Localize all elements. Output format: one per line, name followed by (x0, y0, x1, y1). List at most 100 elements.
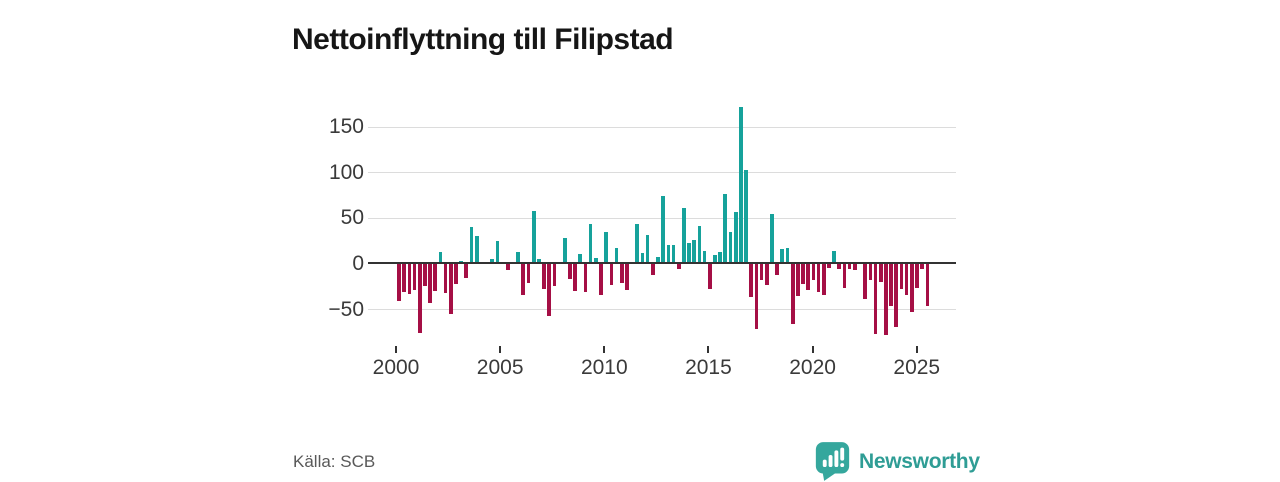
bar (635, 223, 640, 264)
bar (412, 264, 417, 291)
bar (464, 264, 469, 278)
bar (656, 256, 660, 264)
bar (474, 235, 479, 264)
x-axis-tick-mark (707, 346, 710, 353)
zero-axis-line (368, 262, 956, 264)
bar (749, 264, 754, 297)
bar (666, 244, 671, 264)
bar (852, 264, 857, 271)
y-axis-tick-label: 50 (340, 206, 364, 230)
bar (759, 264, 764, 281)
bar (428, 264, 432, 304)
bar (650, 264, 655, 275)
bar (438, 252, 443, 264)
bar (801, 264, 805, 285)
y-axis-tick-label: 150 (328, 115, 364, 138)
bar (904, 264, 909, 296)
bar (790, 264, 795, 325)
bar (645, 234, 650, 264)
bar (713, 254, 717, 264)
brand-name: Newsworthy (859, 449, 980, 473)
bar (609, 264, 614, 285)
x-axis-tick-label: 2025 (893, 356, 941, 379)
bar (614, 247, 619, 264)
newsworthy-logo: Newsworthy (814, 441, 980, 482)
bar (920, 264, 925, 270)
bar (744, 169, 748, 264)
bar (785, 247, 790, 264)
bar (671, 244, 676, 264)
bar (433, 264, 438, 292)
x-axis-tick-label: 2015 (685, 356, 732, 379)
bar (889, 264, 893, 306)
bar (619, 264, 624, 284)
bar (443, 264, 448, 294)
bar (402, 264, 407, 293)
bar (516, 252, 520, 264)
y-axis-tick-label: 0 (352, 252, 364, 275)
bar (583, 264, 588, 293)
bar (537, 259, 541, 264)
bar (863, 264, 868, 299)
bar (811, 264, 816, 280)
bar (837, 264, 842, 270)
bar (604, 232, 609, 264)
bar (526, 264, 531, 284)
bar (764, 264, 769, 285)
bar (718, 252, 722, 264)
bar (878, 264, 883, 283)
chart-title: Nettoinflyttning till Filipstad (292, 23, 674, 57)
bar (909, 264, 914, 313)
x-axis-tick-mark (499, 346, 502, 353)
bar (847, 264, 852, 269)
bar (448, 264, 453, 315)
bar (588, 223, 593, 264)
gridline (368, 126, 956, 128)
bar (723, 193, 728, 264)
x-axis-tick-label: 2000 (372, 356, 420, 379)
bar-chart-bubble-icon (814, 441, 851, 482)
bar (925, 264, 930, 306)
x-axis-tick-mark (603, 346, 606, 353)
bar (578, 253, 583, 264)
x-axis-tick-label: 2005 (476, 356, 524, 379)
bar (842, 264, 847, 288)
bar (816, 264, 821, 293)
bar (454, 264, 458, 285)
bar (702, 251, 707, 264)
bar (884, 264, 888, 336)
x-axis-tick-label: 2020 (789, 356, 836, 379)
bar (796, 264, 800, 296)
bar (495, 241, 500, 264)
bar (573, 264, 577, 292)
bar (827, 264, 831, 268)
bar (661, 196, 666, 264)
x-axis-tick-mark (811, 346, 814, 353)
bar (469, 227, 474, 264)
gridline (368, 172, 956, 174)
bar (770, 213, 774, 264)
x-axis-tick-mark (395, 346, 397, 353)
bar (733, 211, 738, 264)
bar (775, 264, 779, 275)
bar (490, 259, 495, 264)
bar (754, 264, 759, 329)
y-axis-tick-label: −50 (328, 297, 364, 321)
bar (593, 257, 598, 264)
x-axis-tick-label: 2010 (580, 356, 628, 379)
bar (687, 242, 691, 264)
bar (868, 264, 873, 280)
bar (640, 253, 645, 264)
bar (915, 264, 919, 288)
bar (899, 264, 904, 289)
bar (625, 264, 629, 290)
bar (873, 264, 878, 335)
x-axis-tick-mark (915, 346, 918, 353)
bar (552, 264, 557, 286)
bar (417, 264, 422, 334)
bar (542, 264, 546, 289)
y-axis-tick-label: 100 (328, 160, 364, 184)
bar (562, 237, 567, 264)
bar (780, 249, 785, 264)
